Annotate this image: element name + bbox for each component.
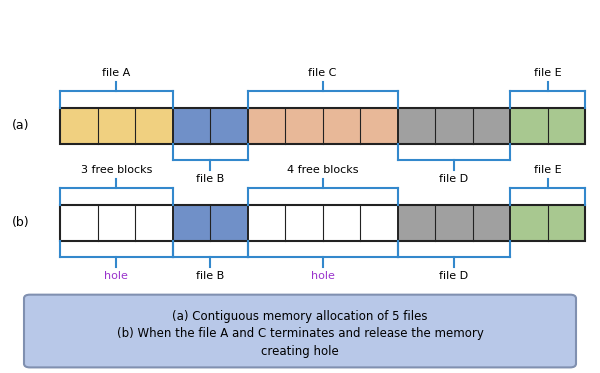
Bar [60,205,585,241]
Bar [60,205,173,241]
Text: file E: file E [533,164,562,175]
Text: hole: hole [311,271,334,281]
Bar [173,108,248,144]
Text: file D: file D [439,271,469,281]
Bar [248,108,398,144]
Bar [510,205,585,241]
Text: hole: hole [104,271,128,281]
Text: file C: file C [308,68,337,78]
Text: 4 free blocks: 4 free blocks [287,164,358,175]
Text: (a) Contiguous memory allocation of 5 files: (a) Contiguous memory allocation of 5 fi… [172,310,428,323]
Bar [510,108,585,144]
Bar [173,205,248,241]
Text: file B: file B [196,174,224,184]
Text: (b) When the file A and C terminates and release the memory: (b) When the file A and C terminates and… [116,327,484,340]
Bar [398,205,510,241]
Text: file E: file E [533,68,562,78]
Bar [248,205,398,241]
Bar [60,108,585,144]
Bar [60,108,173,144]
Text: (a): (a) [12,119,30,132]
Text: file D: file D [439,174,469,184]
Bar [398,108,510,144]
Text: (b): (b) [12,216,30,229]
Text: creating hole: creating hole [261,345,339,358]
Text: file B: file B [196,271,224,281]
FancyBboxPatch shape [24,295,576,367]
Text: file A: file A [102,68,130,78]
Text: 3 free blocks: 3 free blocks [80,164,152,175]
